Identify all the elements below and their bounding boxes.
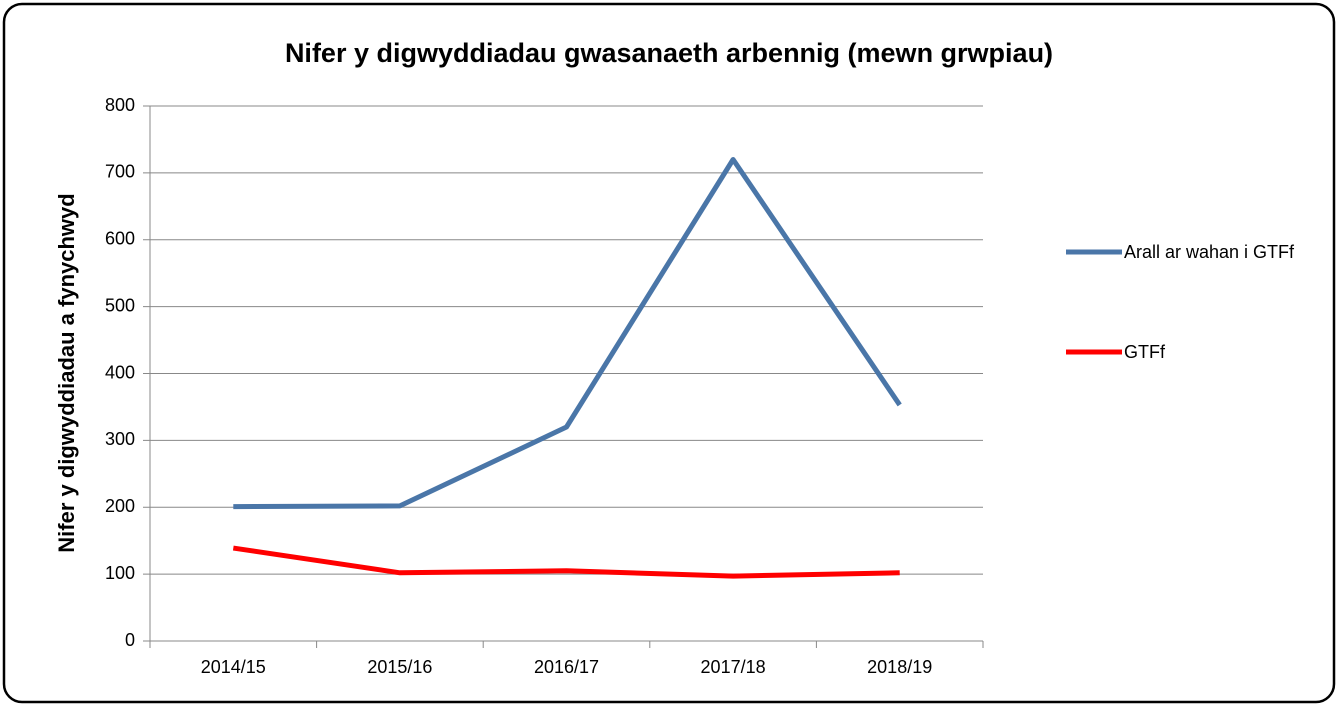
y-tick-label: 200 <box>105 496 135 516</box>
legend-label: GTFf <box>1124 342 1165 362</box>
y-tick-label: 0 <box>125 630 135 650</box>
legend-label: Arall ar wahan i GTFf <box>1124 242 1295 262</box>
y-tick-label: 600 <box>105 229 135 249</box>
series-line <box>232 545 900 579</box>
y-tick-label: 400 <box>105 362 135 382</box>
x-tick-label: 2018/19 <box>867 657 932 677</box>
x-tick-label: 2015/16 <box>367 657 432 677</box>
y-tick-label: 800 <box>105 95 135 115</box>
y-tick-label: 500 <box>105 295 135 315</box>
y-tick-label: 100 <box>105 563 135 583</box>
chart-title: Nifer y digwyddiadau gwasanaeth arbennig… <box>285 38 1053 68</box>
y-tick-label: 300 <box>105 429 135 449</box>
series-line <box>233 157 902 510</box>
x-tick-label: 2014/15 <box>201 657 266 677</box>
x-tick-label: 2017/18 <box>701 657 766 677</box>
y-tick-label: 700 <box>105 162 135 182</box>
x-tick-label: 2016/17 <box>534 657 599 677</box>
y-axis-label: Nifer y digwyddiadau a fynychwyd <box>54 193 79 552</box>
